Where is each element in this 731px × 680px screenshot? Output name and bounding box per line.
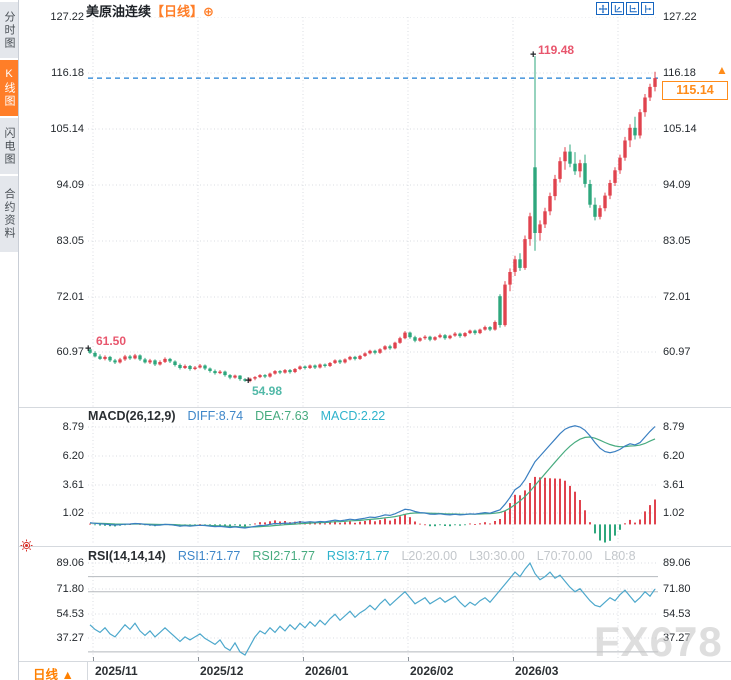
low-price-annotation: 54.98 <box>252 384 283 398</box>
macd-dea-value: DEA:7.63 <box>255 409 309 423</box>
time-axis-label: 2026/03 <box>515 664 559 678</box>
price-chart[interactable] <box>88 17 658 407</box>
rsi1-value: RSI1:71.77 <box>177 549 241 563</box>
period-selector[interactable]: 日线 ▲ <box>33 668 74 680</box>
y-axis-scale-icon[interactable] <box>611 2 624 15</box>
rsi3-value: RSI3:71.77 <box>326 549 390 563</box>
axis-label-right: 54.53 <box>663 608 691 620</box>
axis-label-right: 105.14 <box>663 123 697 135</box>
axis-label-right: 116.18 <box>663 67 696 79</box>
sidebar: 分时图 K线图闪电图合约资料 <box>0 0 19 680</box>
rsi-chart[interactable] <box>88 552 658 660</box>
pan-right-icon[interactable] <box>641 2 654 15</box>
axis-label-left: 3.61 <box>62 479 84 491</box>
rsi-l20-label: L20:20.00 <box>401 549 458 563</box>
axis-label-left: 1.02 <box>62 507 84 519</box>
macd-hist-value: MACD:2.22 <box>320 409 386 423</box>
axis-label-left: 105.14 <box>50 123 84 135</box>
sidebar-tab-kline-chart[interactable]: K线图 <box>0 60 18 116</box>
period-dropdown-arrow-icon: ▲ <box>61 668 74 680</box>
time-axis-label: 2025/11 <box>95 664 138 678</box>
macd-legend: MACD(26,12,9) DIFF:8.74 DEA:7.63 MACD:2.… <box>88 409 658 423</box>
axis-label-left: 8.79 <box>62 421 84 433</box>
time-axis-tick <box>513 657 514 661</box>
panel-separator <box>19 407 731 408</box>
rsi-l70-label: L70:70.00 <box>536 549 593 563</box>
axis-label-left: 127.22 <box>50 11 84 23</box>
axis-label-right: 37.27 <box>663 632 691 644</box>
axis-label-left: 37.27 <box>56 632 84 644</box>
axis-label-right: 72.01 <box>663 291 691 303</box>
axis-label-left: 83.05 <box>56 235 84 247</box>
macd-diff-value: DIFF:8.74 <box>187 409 244 423</box>
rsi-l30-label: L30:30.00 <box>469 549 525 563</box>
axis-label-left: 54.53 <box>56 608 84 620</box>
low-price-marker: + <box>245 375 252 387</box>
axis-label-left: 116.18 <box>51 67 84 79</box>
current-price-badge: 115.14 <box>662 81 728 100</box>
high-price-marker: + <box>530 49 537 61</box>
axis-label-right: 127.22 <box>663 11 697 23</box>
rsi2-value: RSI2:71.77 <box>252 549 315 563</box>
high-price-annotation: 119.48 <box>538 43 575 57</box>
add-indicator-icon[interactable]: ⊕ <box>203 4 214 19</box>
time-axis-label: 2026/02 <box>410 664 454 678</box>
axis-label-right: 89.06 <box>663 557 691 569</box>
rsi-name: RSI(14,14,14) <box>88 549 166 563</box>
axis-label-right: 83.05 <box>663 235 691 247</box>
panel-separator <box>19 661 731 662</box>
chart-title: 美原油连续【日线】⊕ <box>86 1 214 20</box>
axis-label-right: 8.79 <box>663 421 685 433</box>
axis-label-left: 72.01 <box>56 291 84 303</box>
instrument-name: 美原油连续 <box>86 4 152 19</box>
move-icon[interactable] <box>596 2 609 15</box>
sidebar-tab-contract-info[interactable]: 合约资料 <box>0 176 18 252</box>
panel-separator <box>19 546 731 547</box>
axis-label-left: 89.06 <box>56 557 84 569</box>
time-axis-tick <box>93 657 94 661</box>
axis-label-left: 60.97 <box>56 346 84 358</box>
macd-chart[interactable] <box>88 412 658 545</box>
axis-label-right: 60.97 <box>663 346 691 358</box>
price-up-arrow-icon: ▲ <box>716 63 728 77</box>
axis-label-right: 94.09 <box>663 179 691 191</box>
x-axis-scale-icon[interactable] <box>626 2 639 15</box>
time-axis-label: 2025/12 <box>200 664 244 678</box>
chart-toolbar <box>596 2 654 15</box>
rsi-legend: RSI(14,14,14) RSI1:71.77 RSI2:71.77 RSI3… <box>88 549 658 563</box>
period-badge[interactable]: 【日线】 <box>151 4 204 19</box>
time-axis-tick <box>408 657 409 661</box>
time-axis-tick <box>303 657 304 661</box>
start-high-marker: + <box>85 343 92 355</box>
axis-corner-divider <box>87 662 88 680</box>
axis-label-left: 71.80 <box>56 583 84 595</box>
axis-label-right: 3.61 <box>663 479 685 491</box>
axis-label-right: 71.80 <box>663 583 691 595</box>
axis-label-left: 6.20 <box>62 450 84 462</box>
time-axis-label: 2026/01 <box>305 664 349 678</box>
time-axis-tick <box>198 657 199 661</box>
start-high-annotation: 61.50 <box>96 334 127 348</box>
rsi-l80-label: L80:8 <box>604 549 636 563</box>
axis-label-right: 1.02 <box>663 507 685 519</box>
indicator-settings-icon[interactable] <box>20 539 33 552</box>
axis-label-left: 94.09 <box>56 179 84 191</box>
sidebar-tab-flash-chart[interactable]: 闪电图 <box>0 118 18 174</box>
sidebar-tab-time-share-chart[interactable]: 分时图 <box>0 2 18 58</box>
macd-name: MACD(26,12,9) <box>88 409 176 423</box>
axis-label-right: 6.20 <box>663 450 685 462</box>
